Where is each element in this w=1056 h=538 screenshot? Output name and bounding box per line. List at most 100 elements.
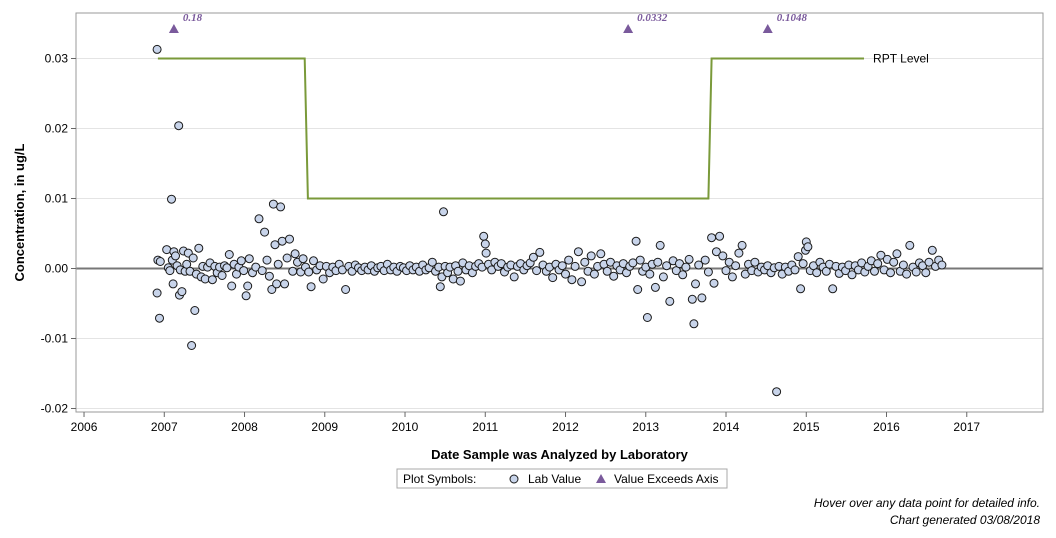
plot-frame	[75, 12, 1044, 413]
lab-value-point	[596, 249, 606, 259]
y-tick-label: -0.01	[41, 332, 69, 346]
legend-title: Plot Symbols:	[403, 472, 476, 486]
lab-value-point	[257, 266, 267, 276]
lab-value-point	[796, 284, 806, 294]
legend-lab-value-symbol	[509, 474, 519, 484]
x-tick-label: 2008	[231, 420, 258, 434]
generated-date: Chart generated 03/08/2018	[889, 513, 1040, 527]
lab-value-point	[165, 266, 175, 276]
lab-value-point	[309, 256, 318, 266]
lab-value-point	[481, 248, 491, 258]
lab-value-point	[658, 272, 668, 282]
lab-value-point	[828, 284, 838, 294]
exceeds-axis-value-label: 0.18	[183, 12, 203, 24]
lab-value-point	[911, 267, 921, 277]
lab-value-point	[793, 252, 803, 262]
lab-value-point	[721, 266, 731, 276]
lab-value-point	[298, 254, 308, 264]
lab-value-point	[167, 194, 176, 204]
lab-value-point	[886, 268, 895, 278]
y-tick-label: 0.03	[45, 52, 69, 66]
lab-value-point	[731, 261, 741, 271]
lab-value-point	[873, 259, 883, 269]
lab-value-point	[217, 271, 227, 280]
lab-value-point	[645, 269, 655, 279]
x-tick-label: 2014	[713, 420, 740, 434]
lab-value-point	[341, 285, 351, 294]
lab-value-point	[290, 249, 300, 259]
axes: -0.02 -0.01 0.00 0.01 0.02 0.03 2006 2007 2008 20…	[41, 52, 981, 435]
lab-value-point	[633, 285, 643, 294]
lab-value-point	[155, 257, 165, 266]
lab-value-point	[152, 44, 162, 54]
lab-value-point	[285, 234, 294, 244]
exceeds-axis-marker	[168, 24, 179, 33]
lab-value-point	[691, 279, 700, 289]
lab-value-point	[711, 247, 721, 257]
lab-value-point	[509, 272, 519, 282]
lab-value-point	[188, 253, 198, 263]
lab-value-point	[480, 239, 490, 249]
lab-value-point	[174, 121, 184, 131]
lab-value-point	[687, 294, 697, 304]
lab-value-point	[455, 276, 465, 286]
lab-value-point	[902, 269, 912, 279]
lab-value-point	[684, 254, 694, 264]
lab-value-point	[737, 240, 747, 250]
lab-value-point	[790, 265, 800, 275]
lab-value-point	[267, 285, 277, 294]
lab-value-point	[772, 387, 782, 397]
lab-value-point	[727, 272, 737, 282]
lab-value-point	[870, 266, 879, 276]
lab-value-point	[564, 255, 574, 265]
lab-value-point	[270, 240, 280, 250]
y-tick-label: 0.00	[45, 262, 69, 276]
lab-value-point	[427, 257, 437, 267]
lab-value-point	[304, 267, 314, 277]
lab-value-point	[190, 306, 200, 315]
hover-note: Hover over any data point for detailed i…	[813, 496, 1040, 510]
legend-lab-value-label: Lab Value	[528, 472, 581, 486]
lab-value-point	[187, 341, 197, 350]
lab-value-point	[694, 260, 704, 270]
lab-value-point	[282, 253, 292, 263]
lab-value-point	[453, 266, 463, 276]
lab-value-point	[665, 296, 675, 306]
x-tick-label: 2007	[151, 420, 178, 434]
lab-value-point	[924, 257, 934, 267]
lab-value-point	[207, 275, 217, 285]
lab-value-point	[937, 260, 947, 270]
lab-value-point	[718, 251, 728, 261]
lab-value-point	[435, 282, 445, 292]
lab-value-point	[678, 270, 688, 280]
lab-value-point	[700, 255, 710, 265]
x-tick-label: 2016	[873, 420, 900, 434]
legend-box	[396, 468, 728, 489]
lab-value-point	[589, 269, 599, 279]
lab-value-point	[318, 274, 328, 284]
lab-value-point	[239, 266, 249, 276]
x-tick-label: 2009	[311, 420, 338, 434]
lab-value-point	[243, 281, 253, 291]
lab-value-point	[876, 250, 886, 260]
lab-value-point	[681, 262, 691, 272]
lab-value-point	[280, 279, 290, 289]
y-tick-label: -0.02	[41, 402, 69, 416]
lab-value-point	[244, 254, 254, 264]
lab-value-point	[703, 267, 713, 277]
lab-value-point	[528, 252, 538, 262]
lab-value-point	[847, 270, 857, 280]
lab-value-point	[241, 291, 251, 301]
lab-value-point	[236, 256, 246, 266]
rpt-level-label: RPT Level	[873, 52, 929, 66]
lab-value-point	[567, 275, 577, 285]
lab-value-point	[276, 202, 286, 212]
lab-value-point	[222, 263, 232, 273]
lab-value-point	[798, 259, 808, 269]
legend-exceeds-axis-symbol	[596, 474, 606, 483]
lab-value-point	[479, 231, 489, 241]
lab-value-point	[927, 245, 937, 255]
lab-value-point	[272, 279, 282, 289]
lab-value-point	[905, 240, 915, 250]
lab-value-point	[580, 257, 590, 267]
